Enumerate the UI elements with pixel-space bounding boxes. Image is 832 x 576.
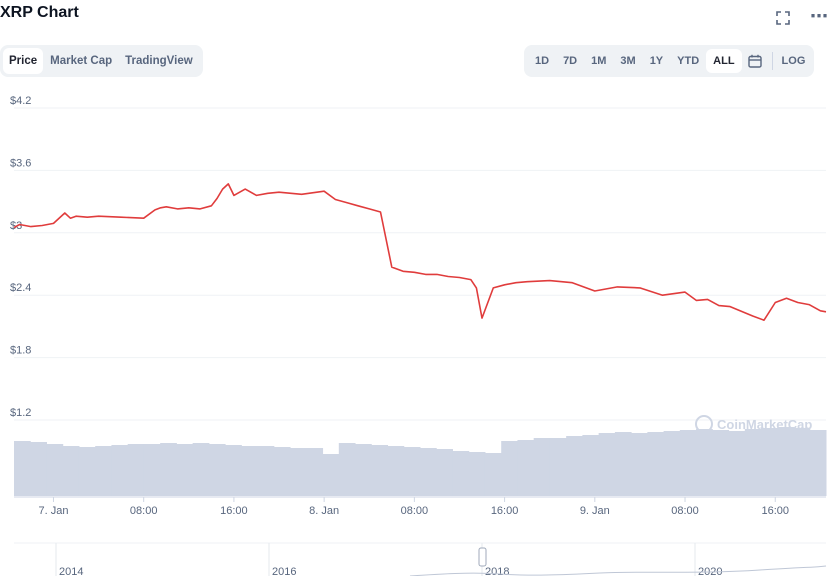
x-tick-label: 08:00	[130, 505, 158, 517]
range-divider	[771, 52, 773, 70]
volume-bar	[501, 441, 518, 496]
price-line	[13, 183, 827, 321]
volume-bar	[517, 440, 535, 496]
volume-bar	[160, 443, 177, 496]
x-tick-label: 16:00	[220, 505, 248, 517]
y-tick-label: $4.2	[10, 95, 31, 107]
volume-bar	[95, 446, 112, 496]
tab-price[interactable]: Price	[3, 48, 44, 74]
volume-bar	[549, 438, 567, 496]
volume-bar	[371, 445, 389, 496]
volume-bar	[468, 452, 486, 496]
x-tick-label: 16:00	[761, 505, 789, 517]
volume-bar	[712, 430, 730, 496]
volume-bar	[614, 432, 632, 496]
y-tick-label: $1.2	[10, 407, 31, 419]
y-tick-label: $3	[10, 220, 22, 232]
volume-bar	[744, 429, 762, 496]
volume-bar	[306, 448, 324, 496]
volume-bar	[484, 453, 502, 496]
volume-bar	[566, 436, 583, 496]
volume-bar	[257, 446, 275, 496]
y-tick-label: $1.8	[10, 345, 31, 357]
volume-bar	[192, 443, 210, 496]
volume-bar	[143, 444, 161, 496]
x-tick-label: 9. Jan	[580, 505, 610, 517]
volume-bar	[241, 446, 259, 496]
volume-bar	[62, 446, 80, 496]
calendar-icon[interactable]	[742, 54, 768, 68]
x-tick-label: 8. Jan	[309, 505, 339, 517]
range-1y[interactable]: 1Y	[649, 55, 664, 67]
x-tick-label: 08:00	[671, 505, 699, 517]
watermark-icon	[695, 415, 713, 433]
volume-bar	[176, 444, 194, 496]
chart-type-tabs: Price Market Cap TradingView	[0, 45, 203, 77]
volume-bar	[696, 429, 713, 496]
navigator-handle[interactable]	[478, 547, 487, 567]
navigator-tick-label: 2020	[698, 566, 722, 576]
fullscreen-icon-graphic	[776, 11, 790, 25]
y-tick-label: $3.6	[10, 157, 31, 169]
y-tick-label: $2.4	[10, 282, 31, 294]
volume-bar	[322, 454, 340, 496]
volume-bar	[30, 442, 47, 496]
tab-market-cap[interactable]: Market Cap	[50, 55, 113, 67]
volume-bar	[761, 428, 778, 496]
range-3m[interactable]: 3M	[620, 55, 636, 67]
volume-bar	[14, 441, 31, 496]
volume-bar	[777, 427, 795, 496]
navigator-tick-label: 2018	[485, 566, 509, 576]
volume-bar	[533, 438, 551, 496]
volume-bar	[387, 446, 405, 496]
volume-bar	[225, 445, 242, 496]
navigator-series	[409, 565, 827, 576]
watermark-logo: CoinMarketCap	[695, 415, 812, 433]
volume-bar	[598, 433, 616, 496]
range-selector: 1D 7D 1M 3M 1Y YTD ALL LOG	[524, 45, 815, 77]
volume-bar	[809, 430, 827, 496]
watermark-text: CoinMarketCap	[717, 417, 812, 432]
fullscreen-icon[interactable]	[775, 10, 791, 29]
volume-bar	[111, 445, 129, 496]
volume-bar	[420, 448, 437, 496]
navigator-tick-label: 2016	[272, 566, 296, 576]
volume-bar	[46, 444, 64, 496]
volume-bar	[78, 447, 96, 496]
volume-bar	[355, 444, 372, 496]
volume-bar	[631, 433, 648, 496]
x-tick-label: 08:00	[401, 505, 429, 517]
tab-tradingview[interactable]: TradingView	[125, 55, 193, 67]
range-ytd[interactable]: YTD	[677, 55, 700, 67]
volume-bar	[290, 448, 307, 496]
volume-bar	[582, 435, 600, 496]
volume-bar	[338, 443, 356, 496]
volume-bar	[728, 431, 746, 496]
volume-bar	[793, 428, 811, 496]
navigator-tick-label: 2014	[59, 566, 83, 576]
volume-bar	[647, 432, 665, 496]
range-1m[interactable]: 1M	[591, 55, 607, 67]
range-1d[interactable]: 1D	[535, 55, 550, 67]
volume-bar	[452, 451, 470, 496]
volume-bar	[663, 431, 681, 496]
volume-bar	[208, 444, 226, 496]
range-7d[interactable]: 7D	[563, 55, 578, 67]
more-icon[interactable]: ⋯	[810, 6, 828, 26]
x-tick-label: 16:00	[491, 505, 519, 517]
volume-bar	[127, 444, 145, 496]
volume-bar	[403, 447, 421, 496]
volume-bar	[436, 449, 453, 496]
range-all[interactable]: ALL	[706, 49, 742, 73]
x-tick-label: 7. Jan	[38, 505, 68, 517]
volume-bar	[679, 430, 697, 496]
page-title: XRP Chart	[0, 4, 79, 21]
volume-bar	[273, 447, 291, 496]
log-scale-toggle[interactable]: LOG	[781, 55, 806, 67]
